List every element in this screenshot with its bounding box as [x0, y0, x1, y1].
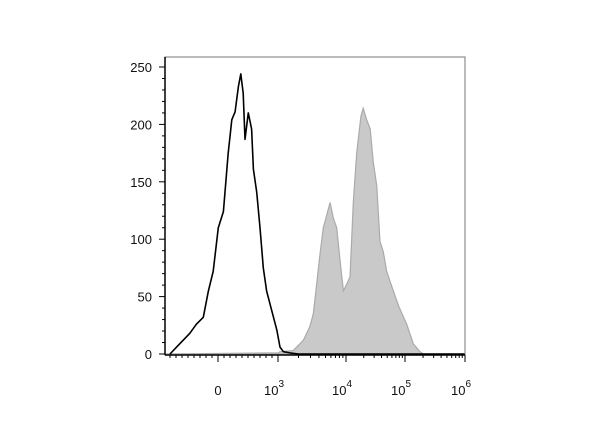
- x-axis-ticks: 0 103 104 105 106: [169, 355, 471, 398]
- y-tick-label: 0: [145, 347, 152, 362]
- series-outline-histogram: [169, 73, 465, 355]
- series-filled-histogram: [165, 106, 465, 355]
- x-tick-label: 105: [391, 379, 411, 398]
- y-tick-label: 250: [130, 60, 152, 75]
- x-tick-label: 106: [451, 379, 471, 398]
- y-tick-label: 100: [130, 232, 152, 247]
- x-tick-label: 0: [214, 383, 221, 398]
- y-axis-ticks: 0 50 100 150 200 250: [130, 60, 165, 362]
- x-tick-label: 104: [332, 379, 352, 398]
- y-tick-label: 150: [130, 175, 152, 190]
- y-tick-label: 200: [130, 117, 152, 132]
- y-tick-label: 50: [138, 290, 152, 305]
- x-tick-label: 103: [264, 379, 284, 398]
- series-layer: [165, 73, 465, 355]
